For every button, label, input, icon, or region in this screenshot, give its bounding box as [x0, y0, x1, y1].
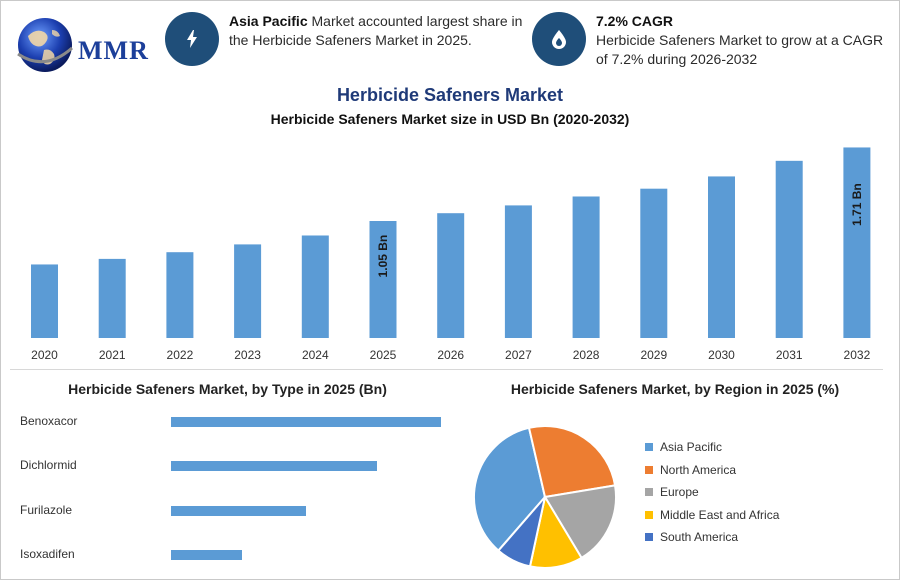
x-tick-label: 2020	[31, 348, 58, 362]
region-pie-chart	[473, 425, 617, 569]
pie-slice-north-america	[527, 425, 617, 499]
bar-2026	[437, 213, 465, 338]
info-cagr: 7.2% CAGR Herbicide Safeners Market to g…	[532, 12, 887, 69]
region-legend: Asia Pacific North America Europe Middle Ea…	[645, 436, 779, 549]
info-asia-pacific: Asia Pacific Market accounted largest sh…	[165, 12, 525, 66]
legend-label: Europe	[660, 485, 699, 500]
legend-swatch	[645, 443, 653, 452]
info-asia-pacific-body: Market accounted largest share in the He…	[229, 13, 523, 48]
pie-slice-south-america	[497, 496, 546, 568]
main-title: Herbicide Safeners Market	[336, 85, 564, 105]
legend-item: Europe	[645, 481, 779, 504]
type-row: Benoxacor	[20, 412, 460, 432]
type-label: Isoxadifen	[20, 547, 75, 561]
lightning-icon	[165, 12, 219, 66]
type-row: Isoxadifen	[20, 545, 460, 565]
info-cagr-bold: 7.2% CAGR	[596, 13, 674, 29]
bar-2021	[98, 258, 126, 338]
info-asia-pacific-text: Asia Pacific Market accounted largest sh…	[229, 12, 525, 50]
bar-2025	[369, 221, 397, 338]
legend-swatch	[645, 488, 653, 497]
legend-item: South America	[645, 526, 779, 549]
flame-drop-icon	[532, 12, 586, 66]
x-tick-label: 2029	[640, 348, 667, 362]
type-label: Benoxacor	[20, 414, 78, 428]
x-tick-label: 2021	[99, 348, 126, 362]
type-bar	[171, 461, 377, 471]
data-label: 1.05 Bn	[376, 235, 390, 278]
bar-2020	[31, 264, 58, 338]
x-tick-label: 2032	[844, 348, 871, 362]
x-tick-label: 2024	[302, 348, 329, 362]
bar-2027	[504, 205, 532, 338]
bar-2028	[572, 196, 600, 338]
legend-item: North America	[645, 459, 779, 482]
x-tick-label: 2022	[167, 348, 194, 362]
bar-2031	[775, 160, 803, 338]
bar-2024	[301, 235, 329, 338]
bar-2030	[708, 176, 735, 338]
type-row: Furilazole	[20, 501, 460, 521]
info-cagr-text: 7.2% CAGR Herbicide Safeners Market to g…	[596, 12, 887, 69]
type-chart-title: Herbicide Safeners Market, by Type in 20…	[68, 381, 387, 397]
info-cagr-body: Herbicide Safeners Market to grow at a C…	[596, 32, 884, 67]
type-bar	[171, 506, 306, 516]
bar-2022	[166, 252, 194, 338]
bar-chart-title: Herbicide Safeners Market size in USD Bn…	[270, 111, 630, 127]
region-chart-title: Herbicide Safeners Market, by Region in …	[510, 381, 840, 397]
bar-2032	[843, 147, 871, 338]
bar-2029	[640, 188, 668, 338]
type-label: Dichlormid	[20, 458, 77, 472]
legend-label: North America	[660, 462, 737, 477]
legend-label: Asia Pacific	[660, 440, 723, 455]
legend-swatch	[645, 510, 653, 519]
type-bar	[171, 550, 242, 560]
x-tick-label: 2026	[437, 348, 464, 362]
legend-item: Asia Pacific	[645, 436, 779, 459]
pie-slice-europe	[543, 484, 617, 560]
type-label: Furilazole	[20, 503, 73, 517]
section-divider	[10, 369, 883, 370]
logo-text: MMR	[78, 36, 149, 65]
mmr-logo: MMR	[14, 14, 148, 76]
x-tick-label: 2025	[370, 348, 397, 362]
pie-slice-asia-pacific	[473, 426, 547, 552]
x-tick-label: 2027	[505, 348, 532, 362]
bar-2023	[234, 244, 262, 338]
data-label: 1.71 Bn	[850, 183, 864, 226]
x-tick-label: 2030	[708, 348, 735, 362]
legend-swatch	[645, 533, 653, 542]
legend-label: Middle East and Africa	[660, 507, 780, 522]
globe-icon	[17, 18, 73, 72]
x-tick-label: 2028	[573, 348, 600, 362]
x-tick-label: 2031	[776, 348, 803, 362]
x-tick-label: 2023	[234, 348, 261, 362]
type-bar	[171, 417, 441, 427]
legend-swatch	[645, 465, 653, 474]
market-size-bar-chart: 2020 2021 2022 2023 2024 2025 1.05 Bn 2026 2027 2…	[31, 147, 871, 362]
legend-label: South America	[660, 530, 739, 545]
legend-item: Middle East and Africa	[645, 504, 779, 527]
info-asia-pacific-bold: Asia Pacific	[229, 13, 308, 29]
type-row: Dichlormid	[20, 456, 460, 476]
